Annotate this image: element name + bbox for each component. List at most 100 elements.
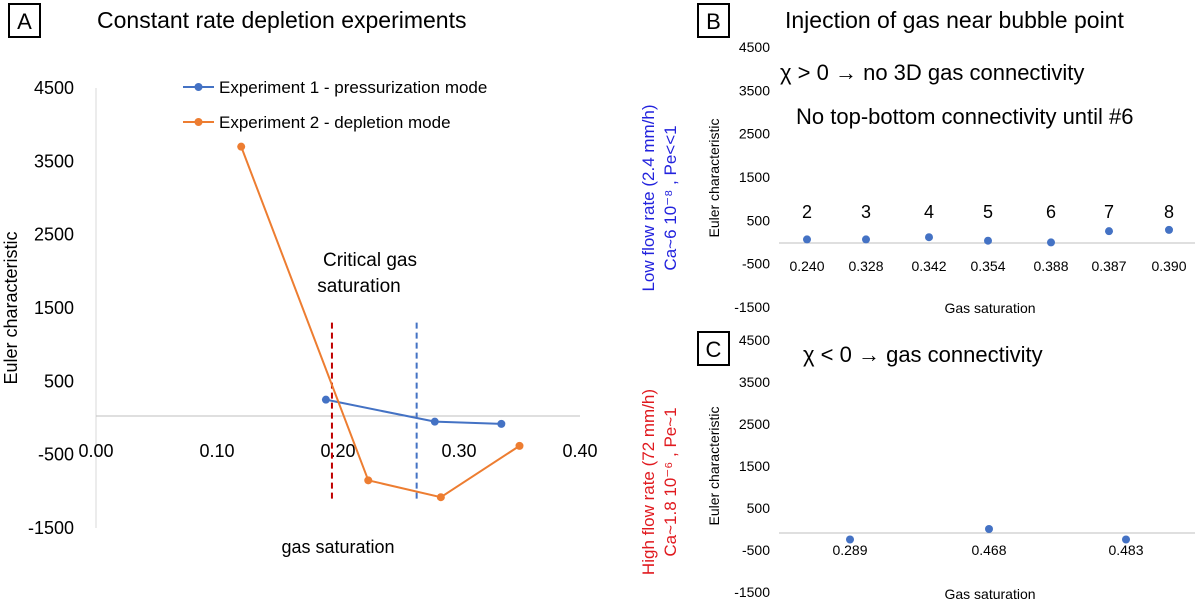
panel-b-label-box <box>697 3 730 38</box>
panel-c-label-box <box>697 331 730 366</box>
panel-a-y-tick: 4500 <box>34 78 74 98</box>
panel-c-y-ticks: 4500 3500 2500 1500 500 -500 -1500 <box>734 332 770 600</box>
panel-b-y-tick: 1500 <box>739 169 770 185</box>
panel-b-y-ticks: 4500 3500 2500 1500 500 -500 -1500 <box>734 39 770 315</box>
series-experiment-1-point <box>497 419 506 428</box>
panel-c-y-tick: 3500 <box>739 374 770 390</box>
series-experiment-2-point <box>237 142 246 151</box>
panel-c: C χ < 0 → gas connectivity Euler charact… <box>697 331 1195 602</box>
series-experiment-1-point <box>321 395 330 404</box>
panel-b-y-tick: 500 <box>747 212 771 228</box>
series-experiment-2-point <box>515 441 524 450</box>
panel-b-x-tick: 0.342 <box>911 258 946 274</box>
panel-c-x-ticks: 0.289 0.468 0.483 <box>832 542 1143 558</box>
panel-b-x-tick: 0.328 <box>848 258 883 274</box>
panel-b-annotation-1: χ > 0 → no 3D gas connectivity <box>780 60 1084 85</box>
panel-a-x-tick: 0.00 <box>78 441 113 461</box>
panel-b-y-tick: 4500 <box>739 39 770 55</box>
panel-a-y-tick: -500 <box>38 445 74 465</box>
series-experiment-1-point <box>430 417 439 426</box>
panel-a-x-tick: 0.20 <box>320 441 355 461</box>
panel-c-label: C <box>706 337 722 362</box>
panel-a-x-ticks: 0.00 0.10 0.20 0.30 0.40 <box>78 441 597 461</box>
critical-label-line-1: Critical gas <box>323 250 417 271</box>
panel-b-points <box>803 225 1173 247</box>
panel-c-y-tick: -1500 <box>734 584 770 600</box>
series-experiment-2-line <box>240 146 521 499</box>
panel-a-y-label: Euler characteristic <box>1 231 21 384</box>
panel-c-y-tick: 500 <box>747 500 771 516</box>
series-experiment-2-point <box>436 493 445 502</box>
low-flow-rate-label: Low flow rate (2.4 mm/h) <box>639 104 658 291</box>
critical-label-line-2: saturation <box>317 276 400 297</box>
high-flow-ca-pe-label: Ca~1.8 10⁻⁶ , Pe~1 <box>661 407 680 556</box>
series-experiment-1-points <box>321 395 506 428</box>
side-label-high-flow: High flow rate (72 mm/h) Ca~1.8 10⁻⁶ , P… <box>639 389 680 575</box>
panel-a-y-tick: 2500 <box>34 225 74 245</box>
panel-c-point <box>985 525 993 533</box>
panel-c-annotation-1: χ < 0 → gas connectivity <box>803 342 1043 367</box>
panel-a-legend: Experiment 1 - pressurization mode Exper… <box>183 78 487 132</box>
panel-c-y-tick: -500 <box>742 542 770 558</box>
legend-experiment-1-marker <box>194 83 203 91</box>
panel-b-x-tick: 0.388 <box>1033 258 1068 274</box>
panel-b-x-tick: 0.390 <box>1151 258 1186 274</box>
panel-a-x-tick: 0.40 <box>562 441 597 461</box>
panel-b-y-tick: -500 <box>742 256 770 272</box>
panel-b-point-labels: 2 3 4 5 6 7 8 <box>802 202 1174 222</box>
panel-b-point-label: 8 <box>1164 202 1174 222</box>
panel-b-point <box>1165 225 1173 234</box>
panel-a-x-label: gas saturation <box>281 537 394 557</box>
panel-b-point <box>1047 238 1055 247</box>
panel-c-x-tick: 0.468 <box>971 542 1006 558</box>
panel-b-y-tick: 2500 <box>739 126 770 142</box>
panel-a-x-tick: 0.10 <box>199 441 234 461</box>
panel-c-points <box>846 525 1130 544</box>
series-experiment-2-point <box>364 476 373 485</box>
panel-a-label-box <box>8 3 41 38</box>
panel-b-x-tick: 0.240 <box>789 258 824 274</box>
panel-b-point <box>925 233 933 242</box>
series-experiment-1-line <box>325 398 502 425</box>
panel-b-x-tick: 0.387 <box>1091 258 1126 274</box>
high-flow-rate-label: High flow rate (72 mm/h) <box>639 389 658 575</box>
panel-b-point <box>984 236 992 245</box>
panel-b-point <box>803 235 811 244</box>
side-label-low-flow: Low flow rate (2.4 mm/h) Ca~6 10⁻⁸ , Pe<… <box>639 104 680 291</box>
panel-b: B Injection of gas near bubble point χ >… <box>697 3 1195 316</box>
panel-b-y-label: Euler characteristic <box>706 118 722 237</box>
panel-c-y-tick: 1500 <box>739 458 770 474</box>
panel-a-y-tick: -1500 <box>28 518 74 538</box>
panel-b-x-ticks: 0.240 0.328 0.342 0.354 0.388 0.387 0.390 <box>789 258 1186 274</box>
panel-b-label: B <box>706 9 721 34</box>
panel-a-y-tick: 3500 <box>34 151 74 171</box>
panel-b-annotation-2: No top-bottom connectivity until #6 <box>796 104 1134 129</box>
panel-c-y-label: Euler characteristic <box>706 406 722 525</box>
panel-a-x-tick: 0.30 <box>441 441 476 461</box>
panel-a: A Constant rate depletion experiments 45… <box>1 3 598 557</box>
panel-c-y-tick: 4500 <box>739 332 770 348</box>
panel-c-point <box>846 535 854 544</box>
legend-experiment-2-label: Experiment 2 - depletion mode <box>219 113 451 132</box>
panel-b-point-label: 6 <box>1046 202 1056 222</box>
panel-b-point-label: 7 <box>1104 202 1114 222</box>
series-experiment-2-points <box>237 142 524 502</box>
panel-b-point-label: 3 <box>861 202 871 222</box>
panel-c-y-tick: 2500 <box>739 416 770 432</box>
panel-b-x-label: Gas saturation <box>944 300 1035 316</box>
panel-c-x-tick: 0.483 <box>1108 542 1143 558</box>
panel-c-point <box>1122 535 1130 544</box>
panel-b-x-tick: 0.354 <box>970 258 1005 274</box>
panel-b-title: Injection of gas near bubble point <box>785 7 1124 33</box>
panel-a-y-tick: 500 <box>44 371 74 391</box>
panel-b-point-label: 4 <box>924 202 934 222</box>
panel-a-title: Constant rate depletion experiments <box>97 7 467 33</box>
panel-c-x-tick: 0.289 <box>832 542 867 558</box>
low-flow-ca-pe-label: Ca~6 10⁻⁸ , Pe<<1 <box>661 125 680 270</box>
panel-b-y-tick: 3500 <box>739 82 770 98</box>
panel-b-point <box>862 235 870 244</box>
legend-experiment-2-marker <box>194 118 203 126</box>
panel-a-label: A <box>17 9 32 34</box>
panel-b-point <box>1105 227 1113 236</box>
